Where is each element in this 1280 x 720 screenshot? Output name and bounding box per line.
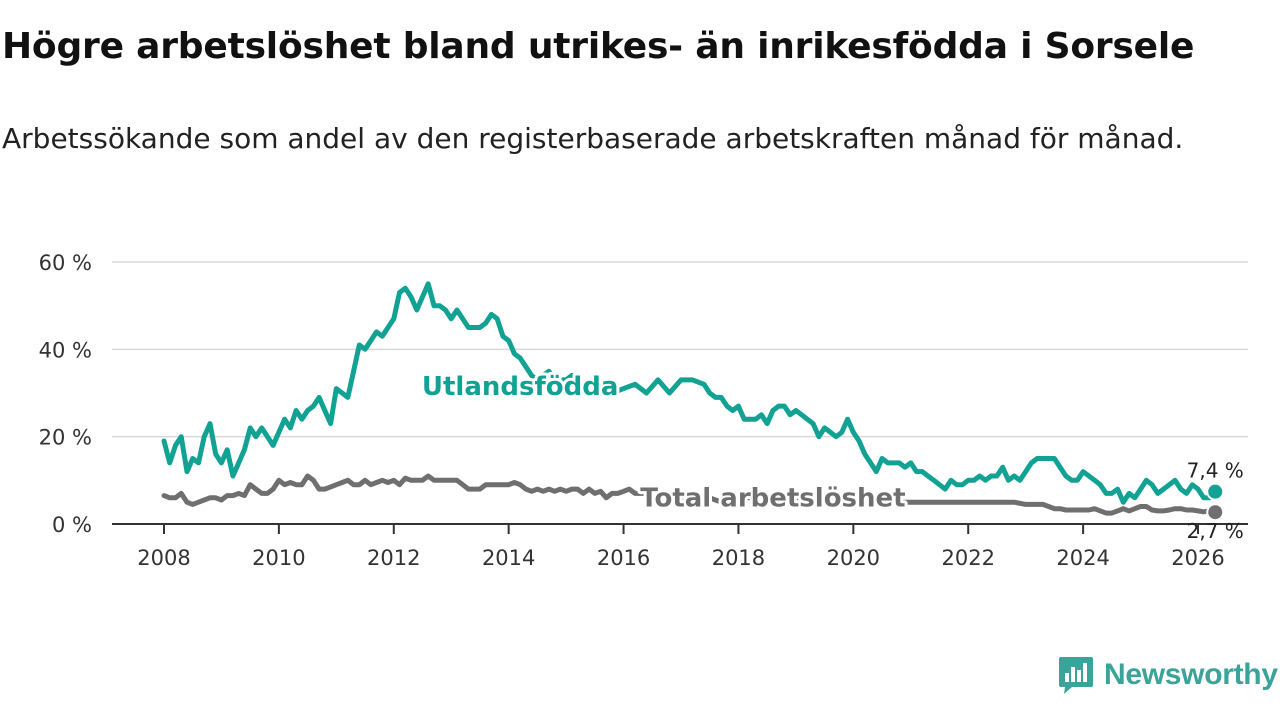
x-tick-label: 2012 xyxy=(367,546,420,570)
axes: 0 % 20 % 40 % 60 % 2008 2010 2012 2014 2016 2018 2… xyxy=(39,251,1225,570)
grid-lines xyxy=(112,261,1248,438)
x-tick-label: 2008 xyxy=(137,546,190,570)
series-label-utlandsfodda: Utlandsfödda xyxy=(422,372,619,402)
x-tick-label: 2026 xyxy=(1171,546,1224,570)
x-tick-label: 2024 xyxy=(1056,546,1109,570)
end-label-utlandsfodda: 7,4 % xyxy=(1187,459,1244,483)
x-tick-label: 2022 xyxy=(941,546,994,570)
x-tick-label: 2010 xyxy=(252,546,305,570)
chart-subtitle: Arbetssökande som andel av den registerb… xyxy=(2,122,1184,155)
end-marker-total xyxy=(1206,503,1225,522)
brand: Newsworthy xyxy=(1058,654,1278,696)
end-marker-utlandsfodda xyxy=(1206,482,1225,501)
series-lines xyxy=(112,281,1248,525)
y-tick-label: 60 % xyxy=(39,251,92,275)
series-label-total: Total arbetslöshet xyxy=(640,484,905,514)
series-labels: 7,4 % 2,7 % Utlandsfödda Total arbetslöshet xyxy=(419,369,1244,543)
series-line-utlandsfodda xyxy=(161,281,1218,505)
newsworthy-logo-icon xyxy=(1059,657,1093,694)
x-tick-label: 2016 xyxy=(597,546,650,570)
x-tick-label: 2014 xyxy=(482,546,535,570)
y-tick-label: 20 % xyxy=(39,426,92,450)
x-tick-label: 2020 xyxy=(827,546,880,570)
x-tick-label: 2018 xyxy=(712,546,765,570)
chart-title: Högre arbetslöshet bland utrikes- än inr… xyxy=(2,26,1195,67)
brand-name: Newsworthy xyxy=(1104,658,1278,691)
y-tick-label: 40 % xyxy=(39,338,92,362)
y-tick-label: 0 % xyxy=(52,513,92,537)
end-label-total: 2,7 % xyxy=(1187,519,1244,543)
series-line-total xyxy=(161,473,1218,516)
